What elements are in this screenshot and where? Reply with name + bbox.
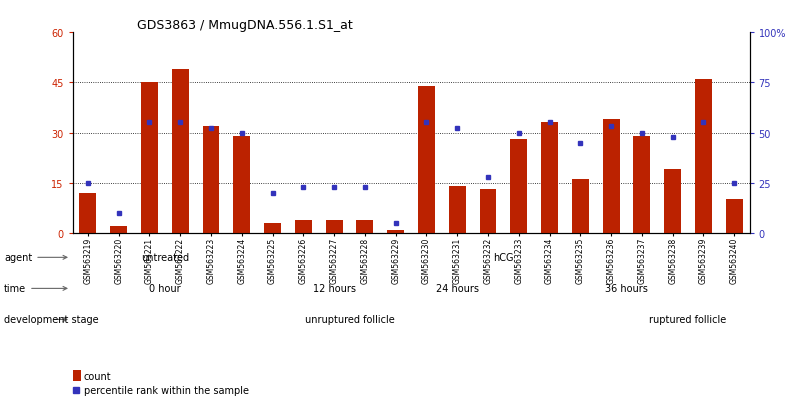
Text: GDS3863 / MmugDNA.556.1.S1_at: GDS3863 / MmugDNA.556.1.S1_at xyxy=(137,19,353,31)
Bar xyxy=(664,170,681,233)
Bar xyxy=(510,140,527,233)
Bar xyxy=(172,70,189,233)
Text: 36 hours: 36 hours xyxy=(605,284,648,294)
Text: ruptured follicle: ruptured follicle xyxy=(650,315,727,325)
Bar xyxy=(449,187,466,233)
Bar xyxy=(356,220,373,233)
Text: unruptured follicle: unruptured follicle xyxy=(305,315,394,325)
Bar xyxy=(110,227,127,233)
Bar xyxy=(202,126,219,233)
Bar xyxy=(234,137,250,233)
Text: hCG: hCG xyxy=(493,253,513,263)
Text: untreated: untreated xyxy=(141,253,189,263)
Text: count: count xyxy=(84,371,111,381)
Text: time: time xyxy=(4,284,67,294)
Bar xyxy=(634,137,650,233)
Text: percentile rank within the sample: percentile rank within the sample xyxy=(84,385,249,395)
Bar xyxy=(480,190,496,233)
Text: 24 hours: 24 hours xyxy=(436,284,479,294)
Bar xyxy=(73,370,81,381)
Bar xyxy=(264,223,281,233)
Bar xyxy=(387,230,404,233)
Text: agent: agent xyxy=(4,253,67,263)
Bar xyxy=(603,120,620,233)
Bar xyxy=(418,86,435,233)
Bar xyxy=(141,83,158,233)
Text: 12 hours: 12 hours xyxy=(313,284,355,294)
Bar xyxy=(572,180,588,233)
Bar xyxy=(326,220,343,233)
Bar xyxy=(695,80,712,233)
Bar xyxy=(725,200,742,233)
Text: development stage: development stage xyxy=(4,315,98,325)
Bar xyxy=(80,193,97,233)
Bar xyxy=(295,220,312,233)
Bar xyxy=(541,123,558,233)
Text: 0 hour: 0 hour xyxy=(149,284,181,294)
